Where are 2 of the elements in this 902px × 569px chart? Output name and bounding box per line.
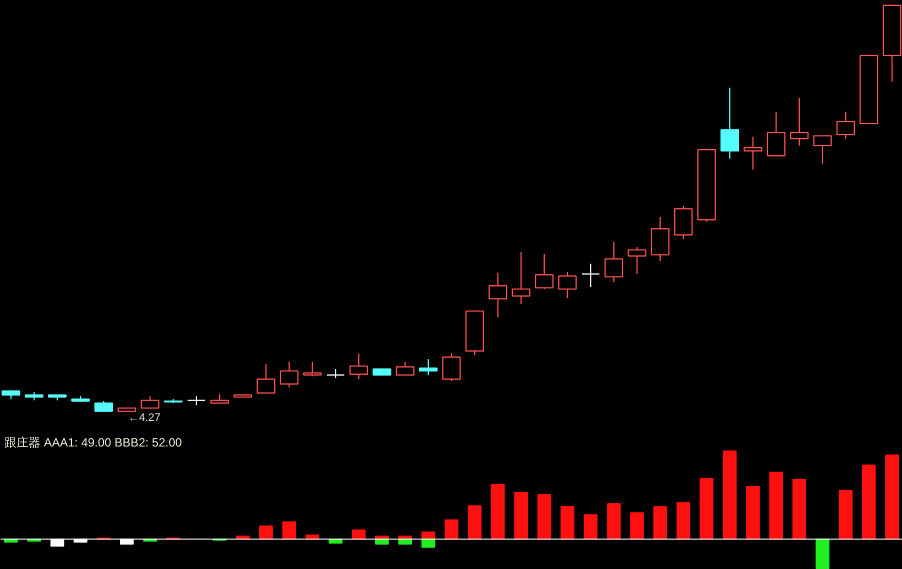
chart-title: 跟庄器 AAA1: 49.00 BBB2: 52.00 <box>4 436 182 450</box>
annotation: ←4.27 <box>128 412 160 424</box>
